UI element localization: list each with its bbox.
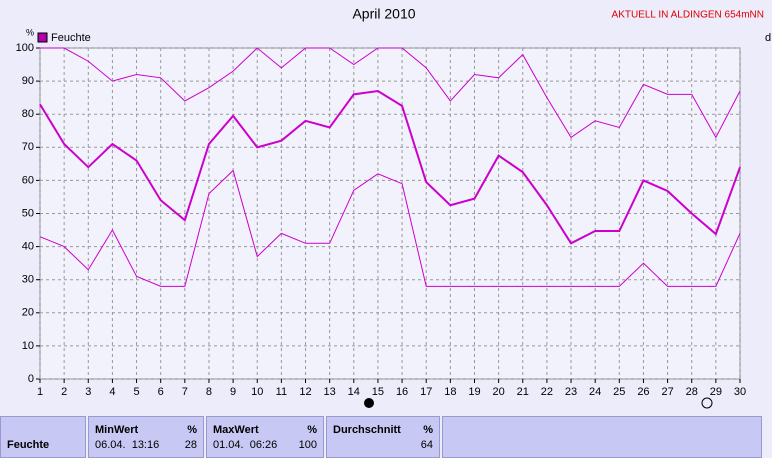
- x-tick-label: 18: [444, 386, 456, 398]
- y-tick-label: 60: [22, 174, 34, 186]
- x-tick-label: 13: [324, 386, 336, 398]
- stat-value: 28: [184, 439, 197, 451]
- x-tick-label: 12: [299, 386, 311, 398]
- series-line: [39, 169, 741, 287]
- stat-cell: MinWert % 06.04. 13:16 28: [88, 416, 204, 458]
- x-tick-label: 9: [230, 386, 236, 398]
- chart-title: April 2010: [352, 6, 415, 22]
- y-tick-label: 10: [22, 340, 34, 352]
- y-tick-label: 90: [22, 75, 34, 87]
- series-line: [40, 47, 741, 139]
- x-tick-label: 19: [468, 386, 480, 398]
- x-tick-label: 14: [348, 386, 360, 398]
- x-tick-label: 11: [276, 386, 287, 398]
- legend-swatch: [37, 32, 48, 43]
- x-tick-label: 20: [492, 386, 504, 398]
- y-tick-label: 80: [22, 108, 34, 120]
- stat-date: 06.04. 13:16: [95, 439, 160, 451]
- stat-value: 100: [298, 439, 317, 451]
- x-tick-label: 24: [589, 386, 601, 398]
- y-tick-label: 70: [22, 141, 34, 153]
- stat-header: Durchschnitt: [333, 424, 401, 436]
- y-tick-label: 50: [22, 207, 34, 219]
- chart: April 2010 AKTUELL IN ALDINGEN 654mNN % …: [16, 6, 771, 409]
- y-tick-label: 30: [22, 274, 34, 286]
- x-tick-label: 21: [517, 386, 529, 398]
- stat-header: MinWert: [95, 424, 139, 436]
- x-tick-label: 16: [396, 386, 408, 398]
- x-tick-label: 5: [133, 386, 139, 398]
- empty-cell: [442, 416, 762, 458]
- stat-value: 64: [420, 439, 433, 451]
- stat-cell: Durchschnitt % 64: [326, 416, 440, 458]
- x-tick-label: 7: [182, 386, 188, 398]
- row-label: Feuchte: [7, 439, 50, 451]
- x-tick-label: 22: [541, 386, 553, 398]
- chart-subtitle: AKTUELL IN ALDINGEN 654mNN: [612, 10, 764, 21]
- stat-header: MaxWert: [213, 424, 259, 436]
- stat-date: 01.04. 06:26: [213, 439, 278, 451]
- stat-unit: %: [187, 424, 197, 436]
- x-tick-label: 29: [710, 386, 722, 398]
- stat-cell: MaxWert % 01.04. 06:26 100: [206, 416, 324, 458]
- series-line: [39, 89, 741, 245]
- x-tick-label: 27: [661, 386, 673, 398]
- x-axis-label: d: [765, 32, 771, 44]
- moon-full: [364, 398, 374, 408]
- x-tick-label: 28: [686, 386, 698, 398]
- legend-label: Feuchte: [51, 32, 91, 44]
- x-tick-label: 3: [85, 386, 91, 398]
- stat-unit: %: [307, 424, 317, 436]
- y-tick-label: 0: [28, 373, 34, 385]
- y-axis-label: %: [26, 27, 34, 37]
- x-tick-label: 1: [37, 386, 43, 398]
- row-label-cell: Feuchte: [0, 416, 86, 458]
- moon-new: [701, 397, 713, 409]
- x-tick-label: 10: [251, 386, 263, 398]
- x-tick-label: 30: [734, 386, 746, 398]
- x-tick-label: 8: [206, 386, 212, 398]
- x-tick-label: 25: [613, 386, 625, 398]
- stat-unit: %: [423, 424, 433, 436]
- x-tick-label: 4: [109, 386, 115, 398]
- x-tick-label: 26: [637, 386, 649, 398]
- y-tick-label: 40: [22, 241, 34, 253]
- x-tick-label: 23: [565, 386, 577, 398]
- x-tick-label: 6: [158, 386, 164, 398]
- x-tick-label: 2: [61, 386, 67, 398]
- x-tick-label: 17: [420, 386, 432, 398]
- x-tick-label: 15: [372, 386, 384, 398]
- y-tick-label: 20: [22, 307, 34, 319]
- y-tick-label: 100: [16, 42, 34, 54]
